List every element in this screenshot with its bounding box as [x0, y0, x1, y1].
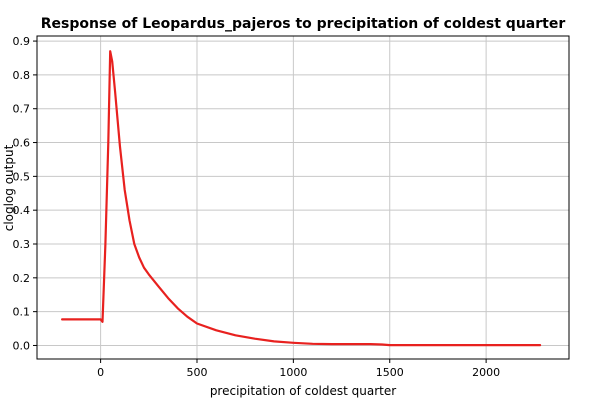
y-tick-label: 0.5 [13, 170, 31, 183]
y-tick-label: 0.4 [13, 204, 31, 217]
y-tick-label: 0.2 [13, 272, 31, 285]
y-axis-title: cloglog output [2, 144, 16, 231]
x-axis-title: precipitation of coldest quarter [210, 384, 396, 398]
y-tick-label: 0.9 [13, 35, 31, 48]
y-axis-ticks: 0.0 0.1 0.2 0.3 0.4 0.5 0.6 0.7 0.8 0.9 [13, 35, 37, 352]
response-curve-line [60, 50, 542, 347]
grid [37, 36, 569, 359]
x-tick-label: 2000 [472, 366, 500, 379]
y-tick-label: 0.3 [13, 238, 31, 251]
series-layer [60, 50, 542, 347]
x-tick-label: 1500 [376, 366, 404, 379]
x-tick-label: 0 [97, 366, 104, 379]
x-tick-label: 500 [186, 366, 207, 379]
y-tick-label: 0.1 [13, 306, 31, 319]
plot-frame [36, 35, 570, 360]
x-tick-label: 1000 [279, 366, 307, 379]
y-tick-label: 0.8 [13, 69, 31, 82]
y-tick-label: 0.0 [13, 339, 31, 352]
y-tick-label: 0.7 [13, 103, 31, 116]
x-axis-ticks: 0 500 1000 1500 2000 [97, 359, 500, 379]
y-tick-label: 0.6 [13, 137, 31, 150]
chart-title: Response of Leopardus_pajeros to precipi… [41, 16, 566, 32]
